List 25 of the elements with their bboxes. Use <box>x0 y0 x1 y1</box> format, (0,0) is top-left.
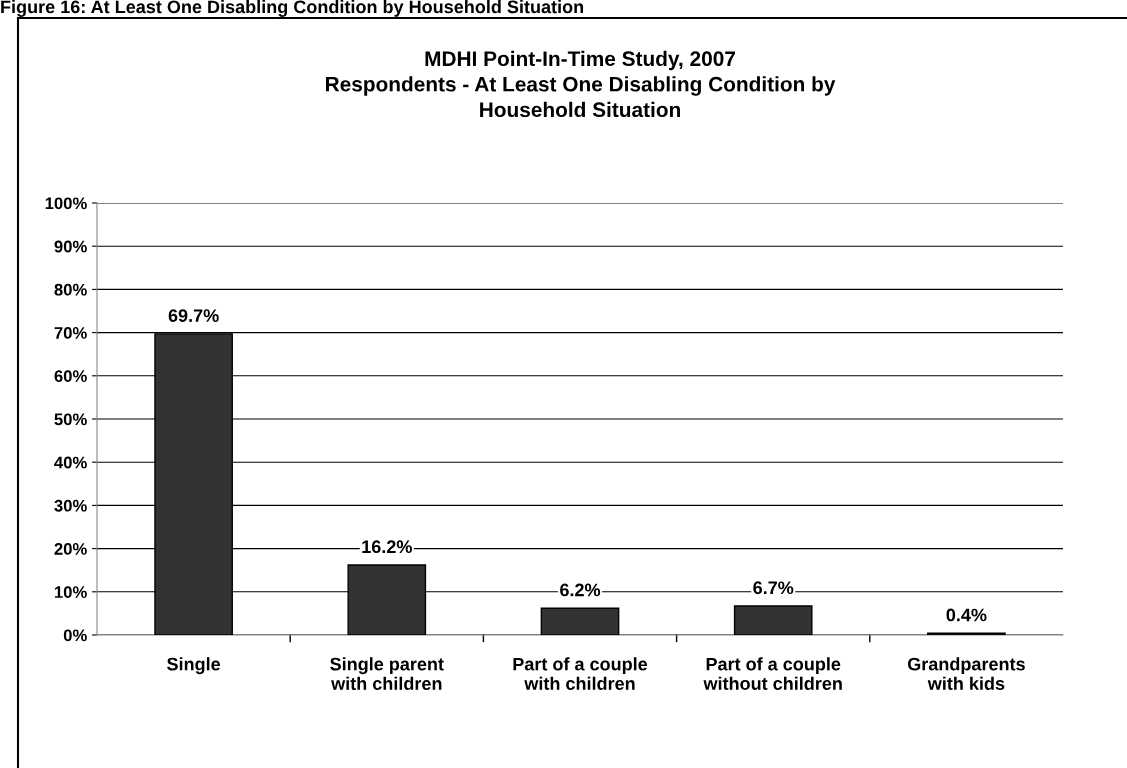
y-tick-label: 30% <box>54 499 87 512</box>
x-tick-label: Part of a couple with children <box>513 657 648 690</box>
y-tick-label: 50% <box>54 413 87 426</box>
y-tick-label: 20% <box>54 543 87 555</box>
y-tick-label: 60% <box>54 370 87 382</box>
data-label: 6.7% <box>753 581 794 595</box>
bar <box>540 607 620 635</box>
caption: Figure 16: At Least One Disabling Condition by Household Situation <box>1 0 584 17</box>
data-label: 69.7% <box>168 309 219 322</box>
chart-title: MDHI Point-In-Time Study, 2007 Respondents - At Least One Disabling Condition by Household Situation <box>326 50 836 118</box>
y-tick-label: 100% <box>45 197 87 210</box>
y-tick-label: 10% <box>54 586 87 598</box>
y-tick-label: 40% <box>54 456 87 469</box>
y-tick-label: 80% <box>54 283 87 296</box>
x-tick-label: Grandparents with kids <box>907 657 1025 690</box>
y-tick-label: 70% <box>54 327 87 339</box>
x-tick-label: Part of a couple without children <box>703 657 842 690</box>
data-label: 16.2% <box>362 540 412 554</box>
bar <box>733 605 813 635</box>
x-tick-label: Single parent with children <box>330 657 444 691</box>
x-tick-label: Single <box>167 657 221 675</box>
data-label: 0.4% <box>946 608 987 622</box>
y-tick-label: 90% <box>54 240 87 253</box>
data-label: 6.2% <box>560 583 601 597</box>
y-tick-label: 0% <box>63 629 87 642</box>
